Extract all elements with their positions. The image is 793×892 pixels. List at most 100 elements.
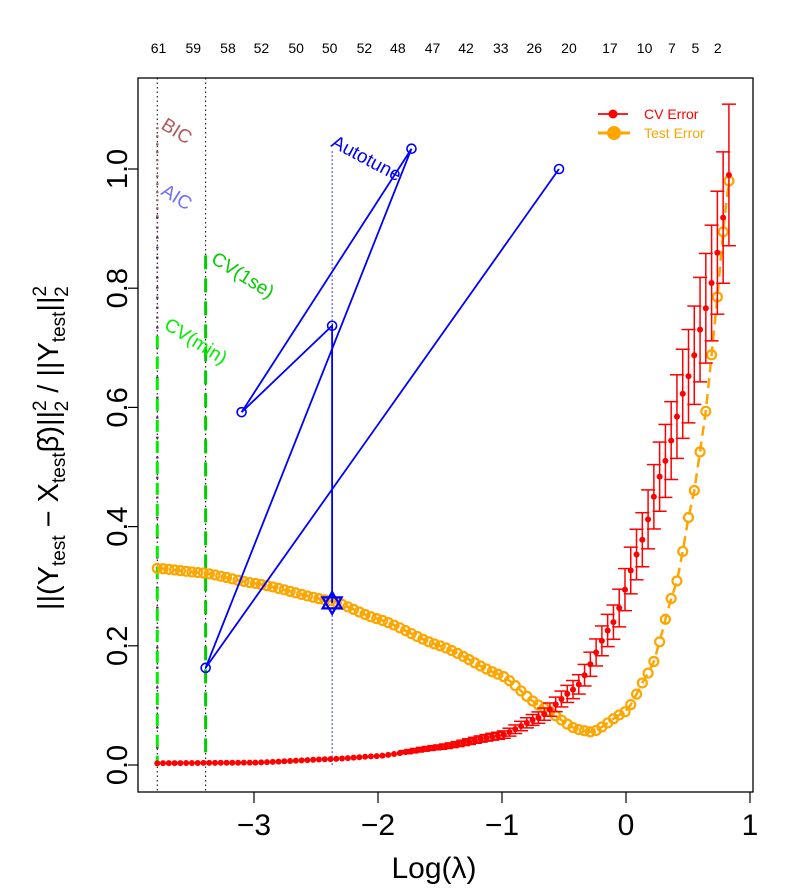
cv-error-point [621, 586, 628, 593]
cv-error-point [685, 373, 692, 380]
cv-error-point [298, 757, 305, 764]
df-label: 52 [357, 40, 373, 56]
cv-error-point [702, 305, 709, 312]
df-label: 50 [322, 40, 338, 56]
cv-error-point [593, 649, 600, 656]
y-tick-label: 0.8 [102, 268, 134, 308]
test-error-point [440, 642, 452, 654]
cv-error-point [604, 627, 611, 634]
legend-test-label: Test Error [644, 125, 705, 141]
test-error-point [405, 627, 417, 640]
test-error-point [665, 592, 677, 605]
cv-error-point [489, 733, 496, 740]
y-tick-label: 1.0 [102, 149, 134, 189]
cv-error-point [373, 753, 380, 760]
df-label: 61 [151, 40, 167, 56]
cv-error-point [379, 752, 386, 759]
autotune-point [326, 320, 338, 332]
autotune-point [200, 662, 211, 674]
test-error-point [157, 563, 169, 575]
test-error-point [434, 640, 446, 652]
cv-error-point [269, 758, 276, 765]
test-error-point [625, 699, 637, 711]
test-error-point [353, 606, 365, 618]
test-error-point [180, 565, 192, 577]
test-error-point [197, 567, 210, 579]
cv-error-point [200, 759, 207, 766]
test-error-point [267, 581, 279, 593]
df-label: 48 [390, 40, 406, 56]
cv-error-point [339, 755, 346, 762]
cv-error-point [310, 756, 317, 763]
cv-error-point [194, 759, 201, 766]
test-error-point [272, 582, 285, 594]
cv-error-point [639, 536, 646, 543]
y-axis-title: ||(Ytest − Xtestβ̂)||22 / ||Ytest||22 [30, 286, 73, 610]
legend: CV Error Test Error [598, 106, 705, 141]
test-error-point [365, 611, 377, 623]
cv-error-point [188, 760, 195, 767]
star-of-david-icon [320, 596, 344, 617]
test-error-point [359, 608, 371, 621]
cv-error-point [616, 605, 623, 612]
cv-error-point [212, 759, 219, 766]
autotune-point [406, 143, 417, 155]
test-error-point [630, 688, 643, 700]
test-error-point [290, 587, 302, 599]
test-error-point [619, 706, 631, 718]
test-error-point [573, 723, 585, 736]
cv-error-point [333, 755, 340, 762]
cv-error-point [668, 437, 675, 444]
cv-error-point [235, 759, 242, 766]
test-error-point [348, 603, 360, 615]
test-error-point [203, 568, 215, 580]
cv-error-point [240, 759, 247, 766]
cv-error-point [356, 754, 363, 761]
test-error-point [480, 663, 493, 675]
cv-error-point [633, 551, 640, 558]
df-label: 52 [254, 40, 270, 56]
cv-error-point [246, 759, 253, 766]
cv-error-point [645, 516, 652, 523]
test-error-point [169, 564, 181, 576]
test-error-point [151, 562, 163, 574]
cv-error-point [362, 753, 369, 760]
cv-error-point [165, 760, 172, 767]
cv-error-point [581, 672, 588, 679]
test-error-point [244, 576, 256, 589]
test-error-point [584, 726, 596, 738]
cv-error-point [708, 280, 715, 287]
test-error-point [671, 575, 683, 587]
cv-error-point [327, 756, 334, 763]
test-error-point [209, 569, 221, 581]
legend-cv-marker [608, 109, 618, 119]
star-of-david-icon [320, 589, 344, 610]
cv-error-point [714, 249, 721, 256]
test-error-point [492, 668, 504, 680]
cv-error-point [391, 751, 398, 758]
cv-1se-label: CV(1se) [207, 248, 277, 303]
test-error-point [192, 566, 204, 579]
test-error-point [371, 613, 383, 625]
plot-frame [137, 77, 754, 793]
top-axis-df-labels: 61 59 58 52 50 50 52 48 47 42 33 26 20 17 10 7 5 2 [151, 40, 722, 56]
cv-error-point [673, 413, 680, 420]
cv-error-point [558, 695, 565, 702]
cv-error-point [598, 637, 605, 644]
test-error-point [654, 636, 666, 648]
test-error-point [532, 699, 544, 711]
test-error-series [151, 175, 735, 738]
test-error-point [446, 644, 458, 657]
plot-area: 0.0 0.2 0.4 0.6 0.8 1.0 −3 −2 −1 0 1 Log(λ) ||(Ytest… [30, 40, 758, 885]
cv-error-point [160, 760, 167, 767]
df-label: 20 [561, 40, 577, 56]
cv-error-point [570, 686, 577, 693]
df-label: 42 [458, 40, 474, 56]
aic-label: AIC [157, 180, 195, 215]
cv-error-point [367, 753, 374, 760]
test-error-point [174, 565, 186, 577]
test-error-point [411, 630, 423, 643]
test-error-point [705, 349, 718, 361]
cv-error-point [610, 619, 617, 626]
test-error-line [157, 180, 731, 734]
